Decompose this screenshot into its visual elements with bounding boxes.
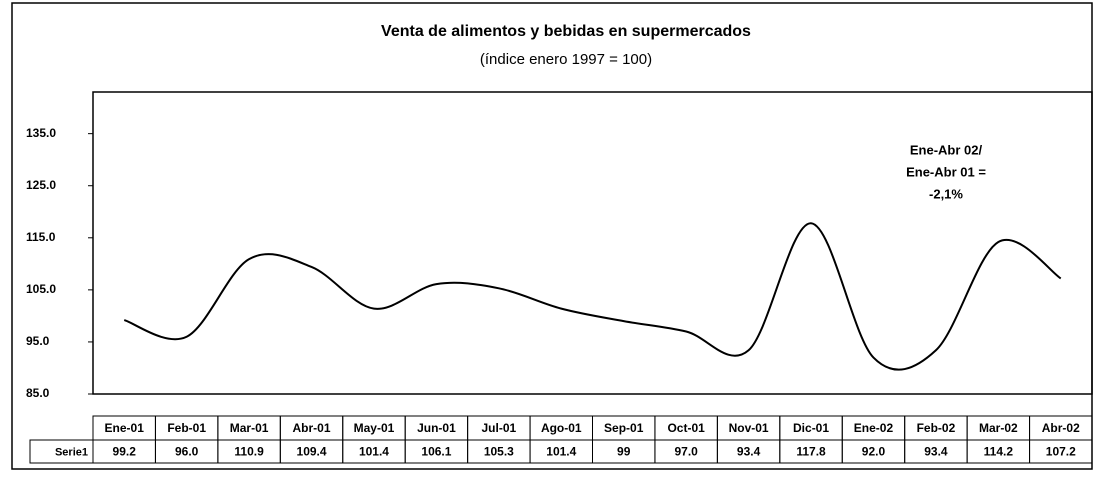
y-tick-label: 115.0 <box>26 230 56 244</box>
x-tick-label: Abr-02 <box>1042 421 1080 435</box>
annotation: Ene-Abr 02/ <box>910 142 983 157</box>
x-tick-label: Nov-01 <box>729 421 769 435</box>
data-label: 107.2 <box>1046 445 1076 459</box>
x-tick-label: Jul-01 <box>482 421 517 435</box>
x-tick-label: May-01 <box>354 421 395 435</box>
x-tick-label: Oct-01 <box>667 421 705 435</box>
x-tick-label: Feb-02 <box>917 421 956 435</box>
y-tick-label: 95.0 <box>26 334 50 348</box>
chart-subtitle: (índice enero 1997 = 100) <box>480 51 652 68</box>
data-label: 109.4 <box>297 445 327 459</box>
annotation: Ene-Abr 01 = <box>906 164 986 179</box>
data-label: 92.0 <box>862 445 886 459</box>
y-tick-label: 85.0 <box>26 386 50 400</box>
x-tick-label: Jun-01 <box>417 421 456 435</box>
data-label: 96.0 <box>175 445 199 459</box>
data-label: 93.4 <box>924 445 948 459</box>
table-cell <box>1029 439 1093 464</box>
x-tick-label: Ene-01 <box>105 421 145 435</box>
x-tick-label: Abr-01 <box>293 421 331 435</box>
chart-title: Venta de alimentos y bebidas en supermer… <box>381 23 751 40</box>
chart-frame <box>11 2 1093 470</box>
line <box>123 222 1062 371</box>
data-label: 106.1 <box>421 445 451 459</box>
plot-frame <box>92 91 1093 395</box>
data-label: 117.8 <box>796 445 826 459</box>
data-label: 93.4 <box>737 445 761 459</box>
x-tick-label: Mar-02 <box>979 421 1018 435</box>
legend-label: Serie1 <box>55 446 88 458</box>
data-label: 99 <box>617 445 631 459</box>
data-label: 110.9 <box>234 445 264 459</box>
x-tick-label: Feb-01 <box>167 421 206 435</box>
data-label: 114.2 <box>984 445 1014 459</box>
x-tick-label: Mar-01 <box>230 421 269 435</box>
y-tick-label: 125.0 <box>26 178 56 192</box>
data-label: 105.3 <box>484 445 514 459</box>
annotation: -2,1% <box>929 186 963 201</box>
x-tick-label: Ene-02 <box>854 421 894 435</box>
x-tick-label: Ago-01 <box>541 421 582 435</box>
x-tick-label: Sep-01 <box>604 421 644 435</box>
data-label: 101.4 <box>546 445 576 459</box>
table-cell <box>29 439 94 464</box>
y-tick-label: 135.0 <box>26 126 56 140</box>
y-tick-label: 105.0 <box>26 282 56 296</box>
data-label: 99.2 <box>113 445 137 459</box>
data-label: 101.4 <box>359 445 389 459</box>
data-label: 97.0 <box>674 445 698 459</box>
x-tick-label: Dic-01 <box>793 421 829 435</box>
